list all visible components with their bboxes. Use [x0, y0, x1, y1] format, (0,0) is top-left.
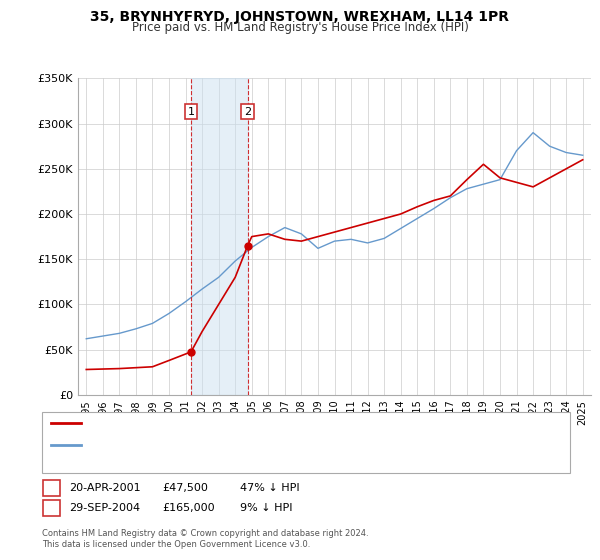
- Text: 47% ↓ HPI: 47% ↓ HPI: [240, 483, 299, 493]
- Text: Price paid vs. HM Land Registry's House Price Index (HPI): Price paid vs. HM Land Registry's House …: [131, 21, 469, 34]
- Text: 20-APR-2001: 20-APR-2001: [69, 483, 140, 493]
- Text: 2: 2: [244, 106, 251, 116]
- Text: 35, BRYNHYFRYD, JOHNSTOWN, WREXHAM, LL14 1PR: 35, BRYNHYFRYD, JOHNSTOWN, WREXHAM, LL14…: [91, 10, 509, 24]
- Text: 1: 1: [48, 483, 55, 493]
- Text: 1: 1: [188, 106, 194, 116]
- Bar: [191, 78, 248, 395]
- Text: 29-SEP-2004: 29-SEP-2004: [69, 503, 140, 513]
- Text: 2: 2: [48, 503, 55, 513]
- Text: HPI: Average price, detached house, Wrexham: HPI: Average price, detached house, Wrex…: [86, 440, 328, 450]
- Text: 9% ↓ HPI: 9% ↓ HPI: [240, 503, 293, 513]
- Text: Contains HM Land Registry data © Crown copyright and database right 2024.
This d: Contains HM Land Registry data © Crown c…: [42, 529, 368, 549]
- Text: 35, BRYNHYFRYD, JOHNSTOWN, WREXHAM, LL14 1PR (detached house): 35, BRYNHYFRYD, JOHNSTOWN, WREXHAM, LL14…: [86, 418, 457, 428]
- Text: £165,000: £165,000: [162, 503, 215, 513]
- Text: £47,500: £47,500: [162, 483, 208, 493]
